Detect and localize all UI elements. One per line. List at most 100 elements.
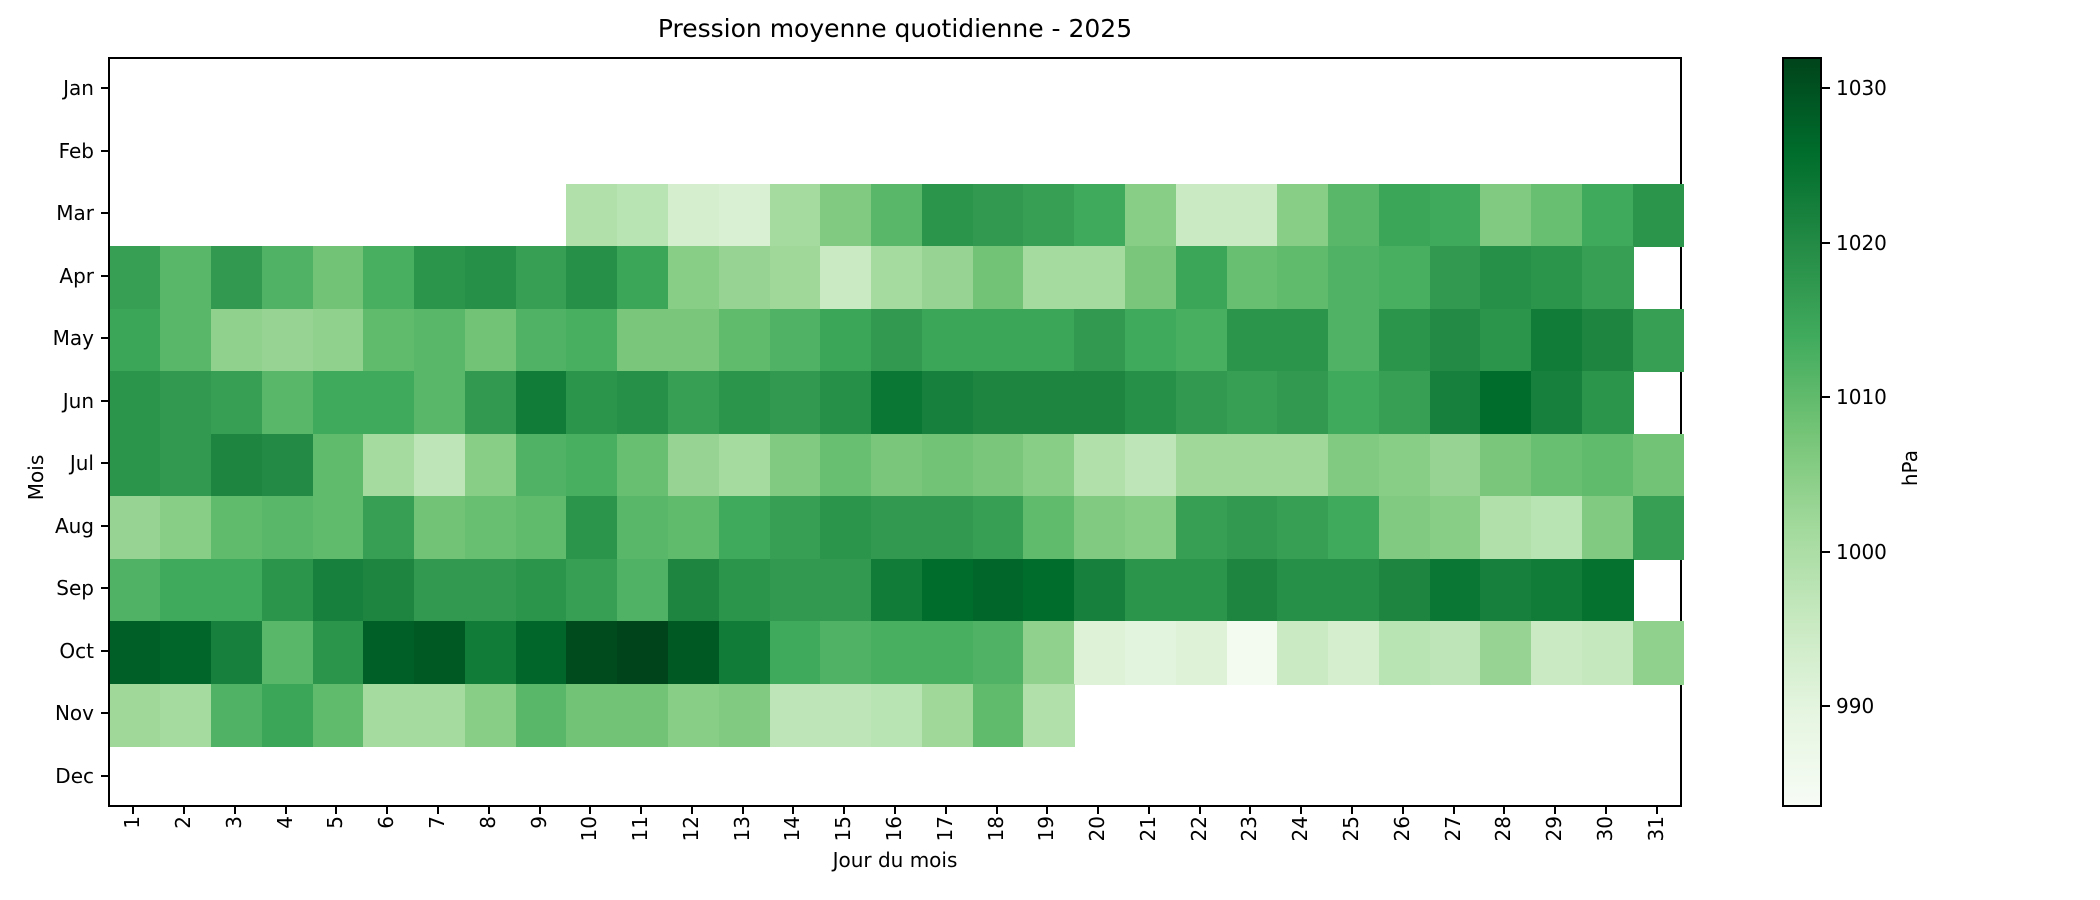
heatmap-cell: [363, 558, 416, 622]
y-tick-label: Jul: [69, 451, 94, 476]
heatmap-cell: [972, 433, 1025, 497]
heatmap-cell: [211, 683, 263, 747]
heatmap-cell: [668, 683, 720, 747]
heatmap-cell: [718, 683, 771, 747]
heatmap-cell: [1328, 371, 1380, 435]
heatmap-cell: [1581, 246, 1634, 310]
heatmap-cell: [1074, 246, 1126, 310]
heatmap-plot-area: [108, 57, 1685, 807]
axis-tick: [1300, 807, 1303, 814]
heatmap-cell: [211, 246, 263, 310]
heatmap-cell: [1632, 308, 1685, 372]
axis-tick: [101, 337, 108, 340]
axis-tick: [101, 524, 108, 527]
heatmap-cell: [1124, 308, 1177, 372]
axis-tick: [589, 807, 592, 814]
heatmap-cell: [769, 621, 822, 685]
heatmap-cell: [1632, 183, 1685, 247]
x-tick-label: 11: [628, 816, 653, 842]
heatmap-cell: [414, 683, 466, 747]
heatmap-cell: [1531, 246, 1583, 310]
heatmap-cell: [820, 433, 873, 497]
heatmap-cell: [1328, 246, 1380, 310]
heatmap-cell: [1328, 433, 1380, 497]
heatmap-cell: [1378, 371, 1431, 435]
heatmap-cell: [515, 683, 568, 747]
heatmap-cell: [109, 621, 162, 685]
heatmap-cell: [414, 558, 466, 622]
heatmap-cell: [1531, 621, 1583, 685]
heatmap-cell: [1124, 496, 1177, 560]
heatmap-cell: [566, 371, 619, 435]
heatmap-cell: [668, 496, 720, 560]
x-tick-label: 25: [1338, 816, 1363, 842]
heatmap-cell: [515, 558, 568, 622]
heatmap-cell: [109, 371, 162, 435]
heatmap-cell: [617, 433, 669, 497]
heatmap-cell: [972, 496, 1025, 560]
heatmap-cell: [668, 558, 720, 622]
x-tick-label: 17: [932, 816, 957, 842]
axis-tick: [132, 807, 135, 814]
heatmap-cell: [363, 621, 416, 685]
heatmap-cell: [769, 246, 822, 310]
heatmap-cell: [515, 308, 568, 372]
y-tick-label: Jan: [63, 76, 94, 101]
y-tick-label: May: [52, 326, 94, 351]
heatmap-cell: [1531, 308, 1583, 372]
axis-tick: [1822, 86, 1830, 89]
heatmap-cell: [617, 621, 669, 685]
x-tick-label: 12: [678, 816, 703, 842]
heatmap-cell: [718, 558, 771, 622]
heatmap-cell: [515, 496, 568, 560]
heatmap-cell: [1074, 433, 1126, 497]
heatmap-cell: [414, 246, 466, 310]
heatmap-cell: [1328, 621, 1380, 685]
heatmap-cell: [566, 246, 619, 310]
heatmap-cell: [921, 371, 974, 435]
heatmap-cell: [1277, 246, 1330, 310]
heatmap-cell: [1581, 308, 1634, 372]
heatmap-cell: [261, 433, 314, 497]
axis-tick: [1198, 807, 1201, 814]
heatmap-cell: [1023, 621, 1076, 685]
heatmap-cell: [617, 246, 669, 310]
heatmap-cell: [1226, 558, 1279, 622]
heatmap-cell: [109, 496, 162, 560]
heatmap-cell: [1175, 371, 1228, 435]
heatmap-cell: [1023, 496, 1076, 560]
heatmap-cell: [718, 621, 771, 685]
heatmap-cell: [871, 433, 923, 497]
heatmap-cell: [1175, 558, 1228, 622]
y-tick-label: Dec: [55, 763, 94, 788]
heatmap-cell: [261, 683, 314, 747]
x-tick-label: 4: [272, 816, 297, 829]
heatmap-cell: [566, 433, 619, 497]
heatmap-cell: [566, 558, 619, 622]
heatmap-cell: [109, 246, 162, 310]
heatmap-cell: [1124, 621, 1177, 685]
heatmap-cell: [566, 183, 619, 247]
heatmap-cell: [617, 558, 669, 622]
heatmap-cell: [820, 308, 873, 372]
heatmap-cell: [769, 496, 822, 560]
heatmap-cell: [1124, 371, 1177, 435]
heatmap-cell: [464, 433, 517, 497]
heatmap-cell: [871, 183, 923, 247]
heatmap-cell: [312, 433, 365, 497]
heatmap-cell: [668, 621, 720, 685]
colorbar-tick-label: 1030: [1836, 75, 1887, 100]
heatmap-cell: [160, 683, 213, 747]
heatmap-cell: [769, 371, 822, 435]
heatmap-cell: [1277, 558, 1330, 622]
heatmap-cell: [1632, 621, 1685, 685]
x-tick-label: 21: [1135, 816, 1160, 842]
heatmap-cell: [921, 183, 974, 247]
heatmap-cell: [820, 558, 873, 622]
x-tick-label: 23: [1237, 816, 1262, 842]
heatmap-cell: [1023, 558, 1076, 622]
heatmap-cell: [363, 371, 416, 435]
heatmap-cell: [1378, 558, 1431, 622]
heatmap-cell: [871, 246, 923, 310]
y-tick-label: Mar: [56, 201, 94, 226]
